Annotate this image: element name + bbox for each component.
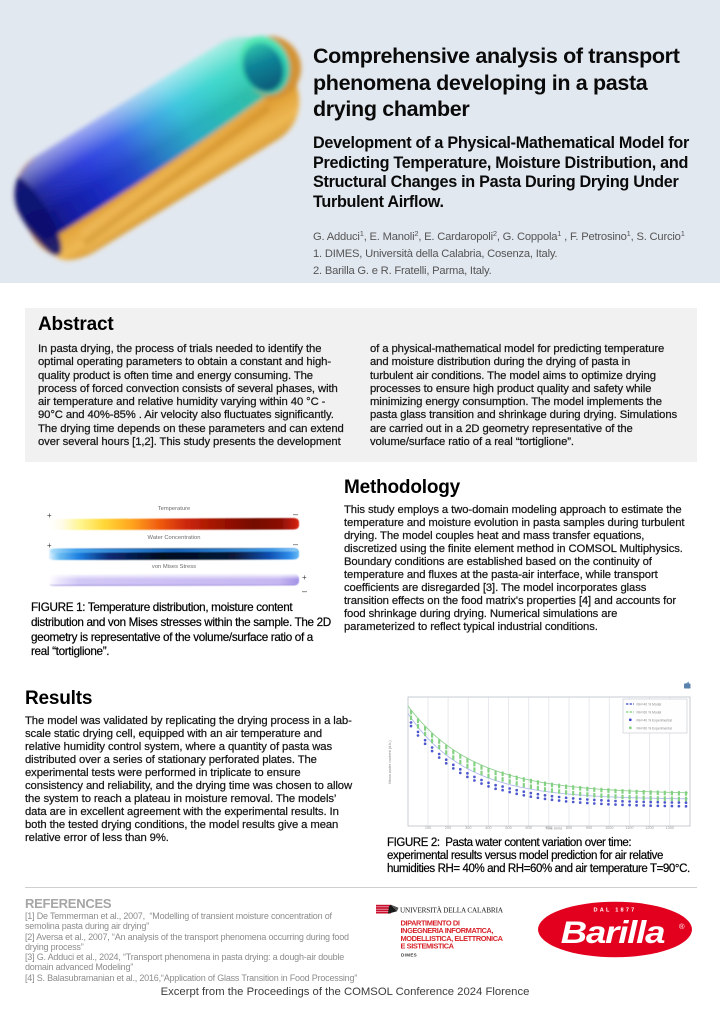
svg-text:1000: 1000 [605, 826, 613, 830]
svg-text:100: 100 [425, 826, 431, 830]
svg-text:Water Concentration: Water Concentration [148, 535, 201, 541]
svg-text:+: + [302, 573, 307, 582]
svg-text:600: 600 [526, 826, 532, 830]
svg-text:900: 900 [586, 826, 592, 830]
svg-text:1300: 1300 [665, 826, 673, 830]
svg-text:RH=40 % Model: RH=40 % Model [637, 703, 662, 707]
svg-text:INGEGNERIA INFORMATICA,: INGEGNERIA INFORMATICA, [401, 926, 494, 935]
svg-text:1100: 1100 [625, 826, 633, 830]
svg-text:+: + [47, 511, 52, 520]
svg-text:–: – [302, 586, 307, 596]
svg-text:RH=60 % Model: RH=60 % Model [637, 711, 662, 715]
svg-text:E SISTEMISTICA: E SISTEMISTICA [401, 942, 455, 951]
svg-text:RH=60 % Experimental: RH=60 % Experimental [637, 727, 673, 731]
svg-text:®: ® [679, 922, 685, 931]
svg-text:400: 400 [485, 826, 491, 830]
svg-text:von Mises Stress: von Mises Stress [152, 564, 196, 570]
svg-text:DIMES: DIMES [401, 953, 417, 958]
svg-text:Temperature: Temperature [158, 506, 191, 512]
svg-text:DIPARTIMENTO DI: DIPARTIMENTO DI [401, 919, 460, 928]
svg-text:Mean water content (d.b.): Mean water content (d.b.) [388, 740, 392, 784]
svg-text:DAL 1877: DAL 1877 [594, 908, 637, 914]
svg-text:200: 200 [445, 826, 451, 830]
svg-text:800: 800 [566, 826, 572, 830]
svg-text:1200: 1200 [645, 826, 653, 830]
svg-text:MODELLISTICA, ELETTRONICA: MODELLISTICA, ELETTRONICA [401, 934, 504, 943]
svg-text:RH=40 % Experimental: RH=40 % Experimental [637, 719, 673, 723]
svg-text:–: – [293, 539, 298, 549]
svg-text:700: 700 [546, 826, 552, 830]
svg-text:Barilla: Barilla [561, 915, 665, 950]
svg-text:500: 500 [505, 826, 511, 830]
svg-text:–: – [293, 509, 298, 519]
svg-text:UNIVERSITÀ DELLA CALABRIA: UNIVERSITÀ DELLA CALABRIA [400, 905, 504, 915]
svg-text:300: 300 [465, 826, 471, 830]
svg-text:Time (min): Time (min) [545, 827, 562, 831]
svg-text:+: + [47, 541, 52, 550]
